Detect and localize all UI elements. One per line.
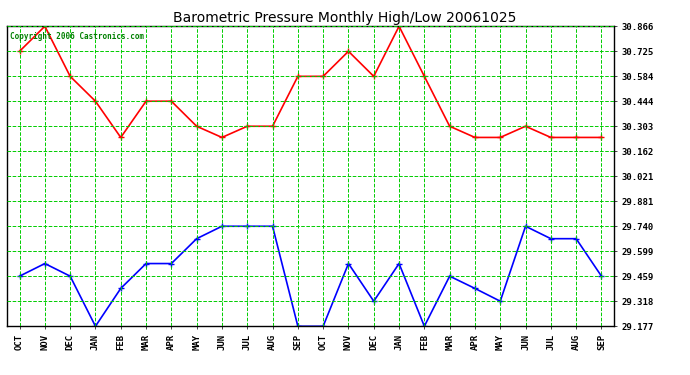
Text: Barometric Pressure Monthly High/Low 20061025: Barometric Pressure Monthly High/Low 200… [173,11,517,25]
Text: Copyright 2006 Castronics.com: Copyright 2006 Castronics.com [10,32,144,41]
